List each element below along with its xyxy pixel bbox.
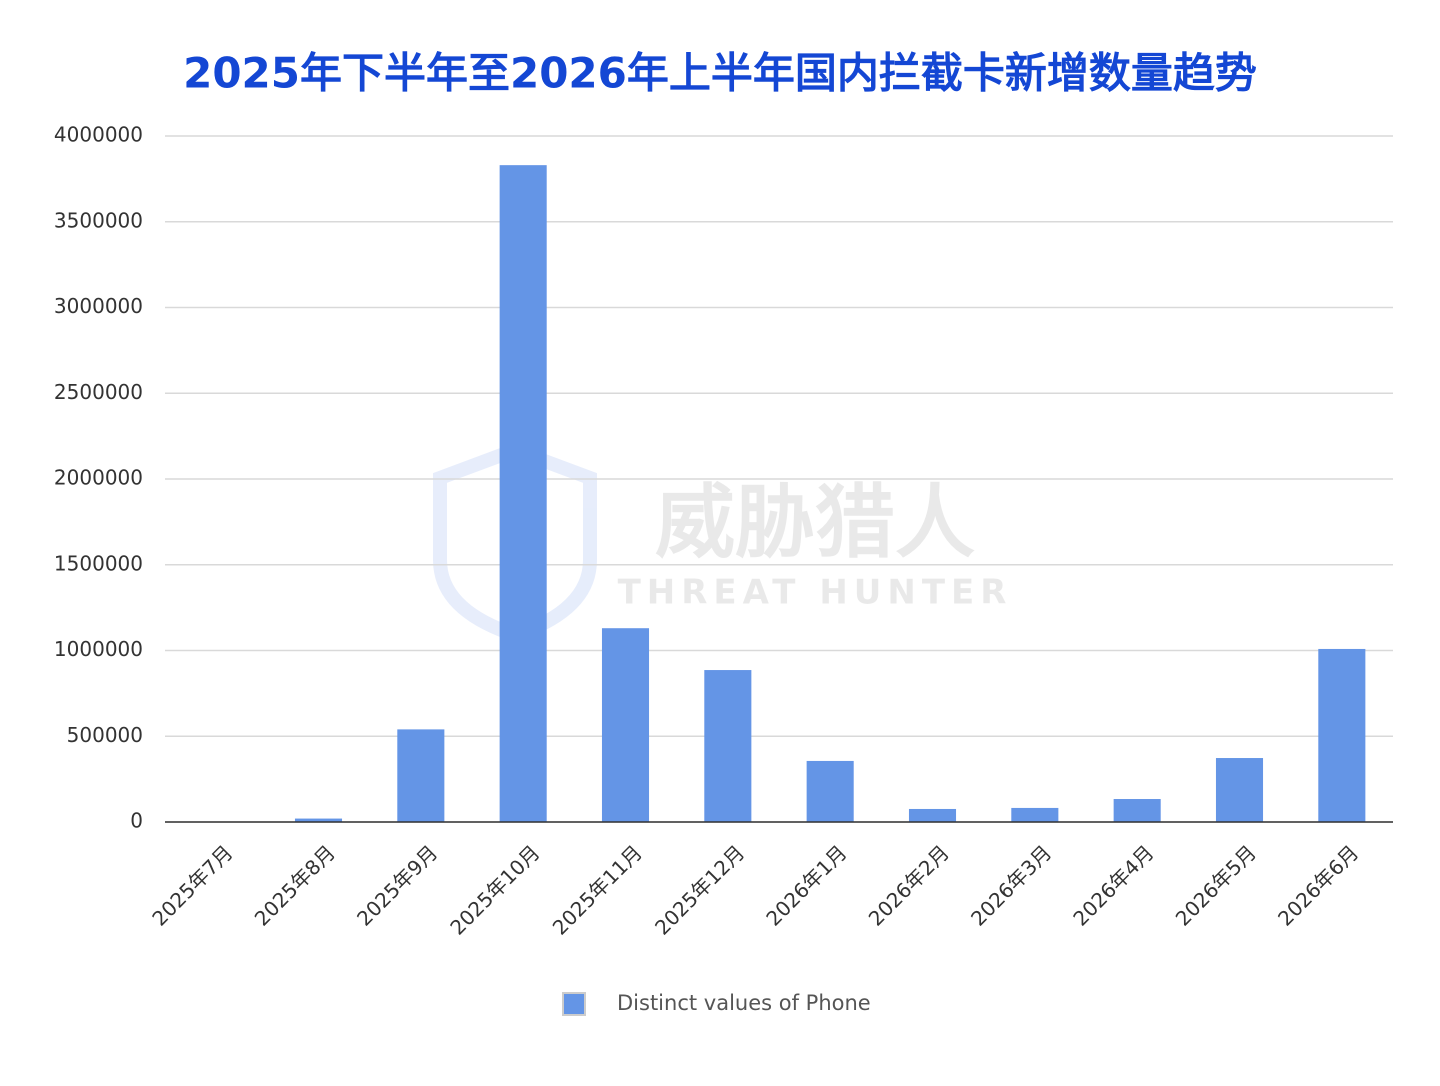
bar bbox=[294, 818, 343, 822]
y-tick-label: 3000000 bbox=[54, 294, 143, 318]
x-tick-label: 2025年9月 bbox=[352, 840, 442, 930]
y-tick-label: 0 bbox=[130, 809, 143, 833]
chart-title: 2025年下半年至2026年上半年国内拦截卡新增数量趋势 bbox=[183, 49, 1257, 98]
x-tick-label: 2025年12月 bbox=[650, 840, 749, 939]
x-tick-label: 2026年2月 bbox=[864, 840, 954, 930]
bar bbox=[601, 628, 650, 822]
bar bbox=[1113, 799, 1161, 822]
x-tick-label: 2026年1月 bbox=[761, 840, 851, 930]
x-tick-label: 2025年8月 bbox=[250, 840, 340, 930]
bar bbox=[499, 165, 547, 822]
y-tick-label: 1500000 bbox=[54, 551, 143, 575]
legend-label: Distinct values of Phone bbox=[617, 991, 871, 1015]
y-tick-label: 4000000 bbox=[54, 123, 143, 147]
y-tick-label: 500000 bbox=[67, 723, 143, 747]
x-tick-label: 2025年10月 bbox=[445, 840, 544, 939]
y-tick-label: 1000000 bbox=[54, 637, 143, 661]
y-tick-label: 2000000 bbox=[54, 466, 143, 490]
x-tick-label: 2026年4月 bbox=[1068, 840, 1158, 930]
y-tick-label: 2500000 bbox=[54, 380, 143, 404]
watermark: 威胁猎人 THREAT HUNTER bbox=[433, 442, 1013, 643]
x-tick-label: 2026年6月 bbox=[1273, 840, 1363, 930]
bar bbox=[1011, 807, 1059, 822]
x-tick-label: 2026年5月 bbox=[1171, 840, 1261, 930]
watermark-text: 威胁猎人 bbox=[655, 476, 975, 569]
x-tick-label: 2025年7月 bbox=[147, 840, 237, 930]
x-tick-label: 2026年3月 bbox=[966, 840, 1056, 930]
bar bbox=[806, 760, 854, 822]
bar bbox=[908, 808, 957, 822]
bar bbox=[1215, 758, 1264, 822]
legend-swatch bbox=[562, 992, 586, 1016]
x-tick-label: 2025年11月 bbox=[548, 840, 647, 939]
y-tick-label: 3500000 bbox=[54, 208, 143, 232]
bar bbox=[397, 729, 445, 822]
bar bbox=[704, 670, 752, 822]
watermark-text: THREAT HUNTER bbox=[618, 573, 1013, 613]
bar bbox=[1318, 648, 1366, 822]
